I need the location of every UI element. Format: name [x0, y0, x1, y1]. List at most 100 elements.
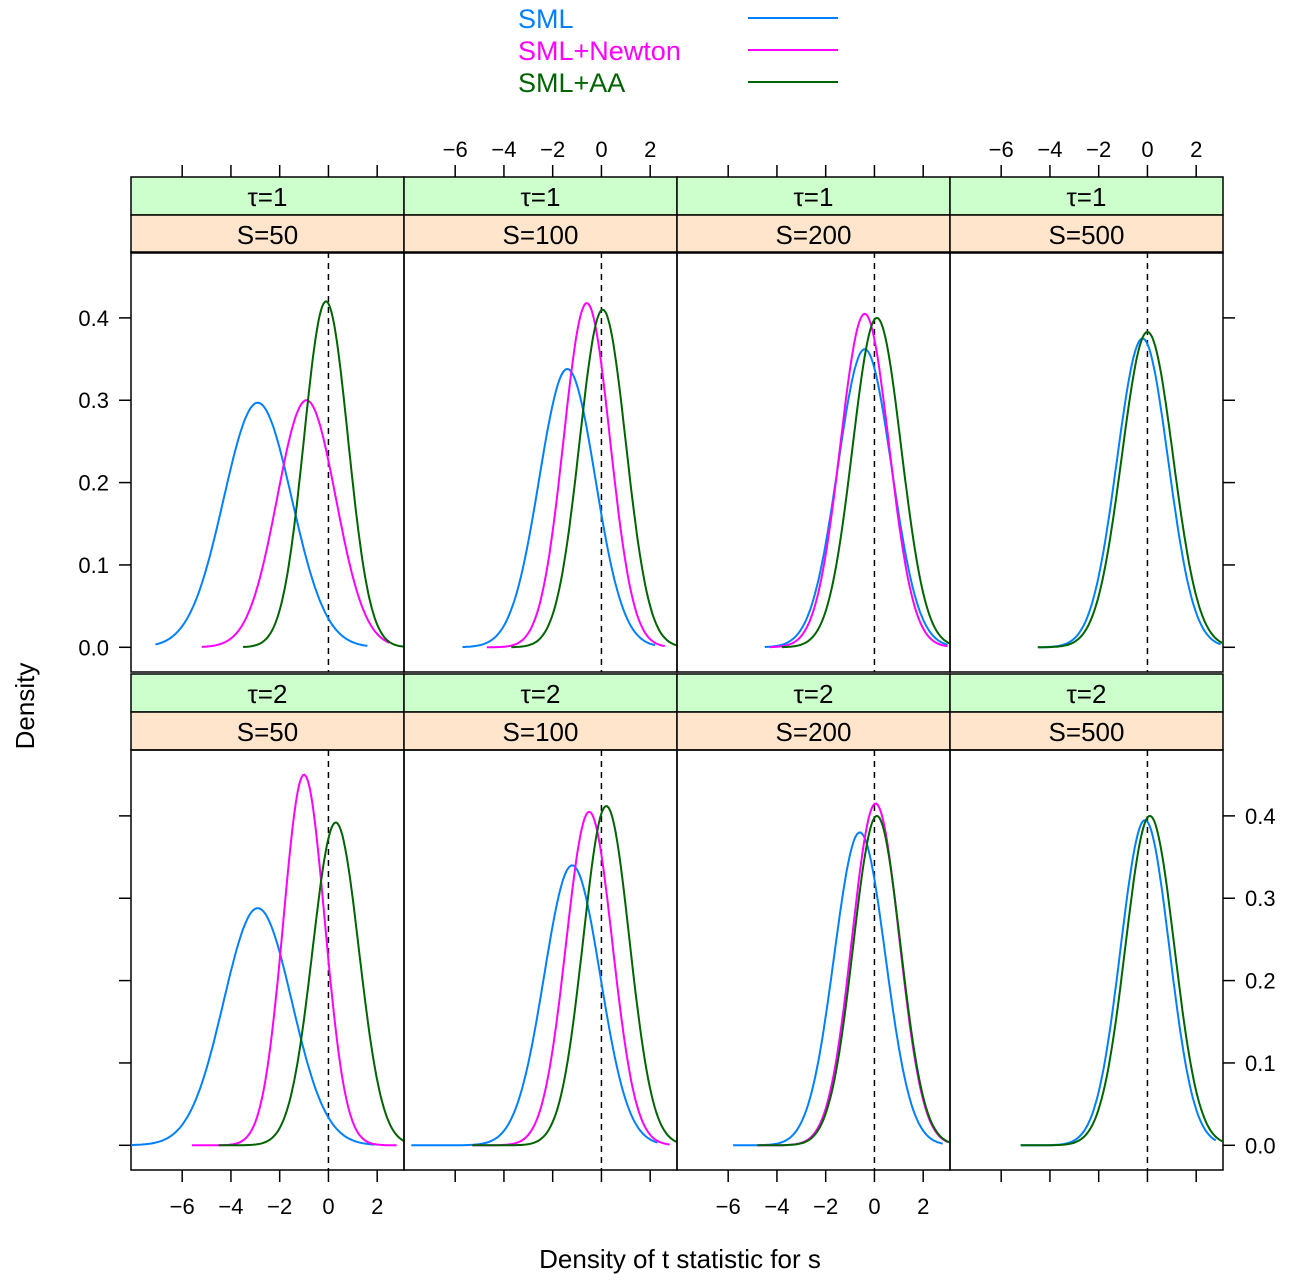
x-tick-label: −6	[989, 137, 1014, 162]
x-tick-label: 2	[1190, 137, 1202, 162]
series-line	[411, 864, 658, 1147]
series-line	[472, 805, 678, 1147]
y-tick-label: 0.2	[78, 471, 109, 496]
series-line	[733, 831, 943, 1147]
y-tick-label: 0.4	[1245, 804, 1276, 829]
series-line	[781, 316, 951, 649]
panel-frame	[676, 749, 951, 1171]
strip-s	[130, 711, 405, 751]
strip-s	[949, 711, 1224, 751]
x-tick-label: −4	[491, 137, 516, 162]
x-tick-label: 2	[644, 137, 656, 162]
y-tick-label: 0.2	[1245, 969, 1276, 994]
series-line	[757, 814, 951, 1147]
series-line	[462, 367, 656, 648]
x-tick-label: 0	[1141, 137, 1153, 162]
strip-s-label: S=200	[776, 717, 852, 747]
y-tick-label: 0.3	[1245, 886, 1276, 911]
strip-s-label: S=50	[237, 717, 298, 747]
strip-s	[676, 711, 951, 751]
legend-label: SML+AA	[518, 68, 625, 98]
series-line	[155, 401, 368, 647]
strip-s	[130, 214, 405, 254]
strip-tau	[949, 176, 1224, 216]
strip-s-label: S=500	[1049, 220, 1125, 250]
panel: τ=2 S=100	[403, 673, 678, 1171]
y-tick-label: 0.4	[78, 306, 109, 331]
strip-tau-label: τ=1	[521, 182, 561, 212]
x-tick-label: 0	[322, 1194, 334, 1219]
strip-tau-label: τ=2	[521, 679, 561, 709]
series-line	[191, 773, 397, 1147]
strip-tau-label: τ=1	[248, 182, 288, 212]
panel: τ=1 S=500	[949, 176, 1224, 673]
x-axis-label: Density of t statistic for s	[539, 1244, 821, 1274]
y-axis-label: Density	[10, 663, 40, 750]
x-tick-label: 0	[868, 1194, 880, 1219]
x-tick-label: −6	[170, 1194, 195, 1219]
strip-tau	[949, 673, 1224, 713]
x-tick-label: 0	[595, 137, 607, 162]
panel: τ=2 S=50	[130, 673, 405, 1171]
strip-s-label: S=100	[503, 717, 579, 747]
strip-tau-label: τ=2	[1067, 679, 1107, 709]
strip-s	[403, 214, 678, 254]
series-line	[1037, 337, 1221, 649]
series-line	[1020, 819, 1217, 1147]
y-tick-label: 0.1	[78, 553, 109, 578]
strip-s-label: S=200	[776, 220, 852, 250]
panel: τ=1 S=100	[403, 176, 678, 673]
series-line	[1037, 330, 1224, 649]
panels: τ=1S=50τ=1S=100τ=1S=200τ=1S=500τ=2S=50τ=…	[130, 176, 1224, 1171]
series-line	[511, 308, 678, 649]
series-line	[1020, 814, 1224, 1147]
strip-s-label: S=500	[1049, 717, 1125, 747]
y-tick-label: 0.1	[1245, 1051, 1276, 1076]
y-tick-label: 0.0	[1245, 1133, 1276, 1158]
x-tick-label: −6	[716, 1194, 741, 1219]
x-tick-label: −2	[540, 137, 565, 162]
strip-tau-label: τ=1	[794, 182, 834, 212]
strip-tau-label: τ=2	[248, 679, 288, 709]
x-tick-label: −4	[764, 1194, 789, 1219]
strip-tau-label: τ=2	[794, 679, 834, 709]
series-line	[769, 312, 948, 649]
x-tick-label: −2	[267, 1194, 292, 1219]
x-tick-label: −4	[218, 1194, 243, 1219]
strip-tau-label: τ=1	[1067, 182, 1107, 212]
strip-tau	[676, 673, 951, 713]
series-line	[218, 821, 405, 1147]
series-line	[201, 399, 390, 648]
x-tick-label: 2	[917, 1194, 929, 1219]
panel-frame	[130, 749, 405, 1171]
y-tick-label: 0.3	[78, 388, 109, 413]
panel-frame	[949, 251, 1224, 673]
series-line	[472, 810, 670, 1147]
series-line	[486, 302, 665, 649]
y-tick-label: 0.0	[78, 635, 109, 660]
series-line	[764, 348, 948, 648]
series-line	[757, 802, 949, 1147]
panel: τ=2 S=500	[949, 673, 1224, 1171]
panel: τ=1 S=50	[130, 176, 405, 673]
axes: −6 −4 −2 0 2 −6 −4 −2 0 2 −6 −4 −2 0 2 −6 −4 −2 0 2 0.0 0.1 0.…	[78, 137, 1275, 1219]
x-tick-label: −6	[443, 137, 468, 162]
x-tick-label: −2	[813, 1194, 838, 1219]
panel-frame	[949, 749, 1224, 1171]
strip-s-label: S=100	[503, 220, 579, 250]
panel: τ=2 S=200	[676, 673, 951, 1171]
legend-label: SML+Newton	[518, 36, 681, 66]
panel: τ=1 S=200	[676, 176, 951, 673]
strip-s-label: S=50	[237, 220, 298, 250]
series-line	[130, 907, 375, 1147]
strip-s	[676, 214, 951, 254]
strip-s	[949, 214, 1224, 254]
x-tick-label: −2	[1086, 137, 1111, 162]
series-line	[243, 300, 405, 648]
x-tick-label: 2	[371, 1194, 383, 1219]
legend-label: SML	[518, 4, 574, 34]
strip-tau	[130, 176, 405, 216]
x-tick-label: −4	[1037, 137, 1062, 162]
